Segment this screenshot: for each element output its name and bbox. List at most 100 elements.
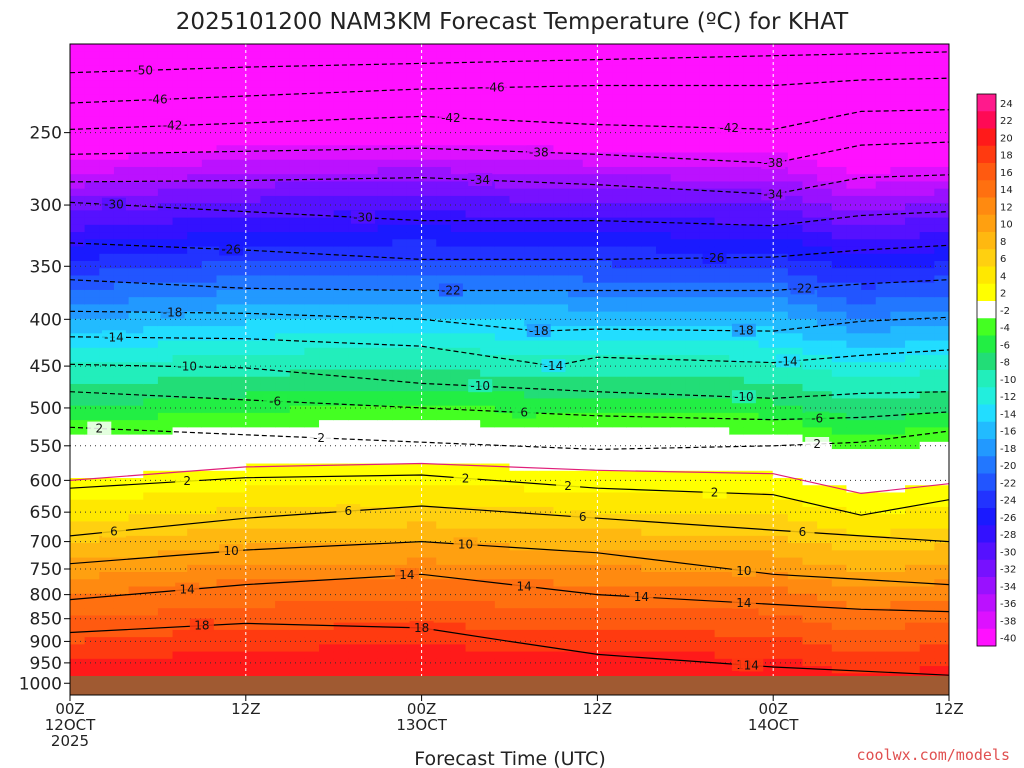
temperature-cell xyxy=(70,586,86,595)
temperature-cell xyxy=(377,101,393,110)
temperature-cell xyxy=(172,130,188,139)
temperature-cell xyxy=(377,557,393,566)
temperature-cell xyxy=(421,318,437,327)
temperature-cell xyxy=(626,456,642,465)
temperature-cell xyxy=(729,101,745,110)
temperature-cell xyxy=(729,550,745,559)
temperature-cell xyxy=(612,44,628,52)
temperature-cell xyxy=(773,246,789,255)
temperature-cell xyxy=(172,608,188,617)
temperature-cell xyxy=(216,340,232,349)
temperature-cell xyxy=(245,355,262,363)
temperature-cell xyxy=(773,347,789,356)
temperature-cell xyxy=(436,564,452,573)
temperature-cell xyxy=(143,116,159,125)
temperature-cell xyxy=(582,217,598,226)
temperature-cell xyxy=(406,666,423,674)
temperature-cell xyxy=(861,492,877,501)
temperature-cell xyxy=(216,72,232,81)
temperature-cell xyxy=(363,304,379,313)
temperature-cell xyxy=(480,326,496,334)
temperature-cell xyxy=(348,239,364,248)
temperature-cell xyxy=(553,391,569,400)
temperature-cell xyxy=(846,268,862,277)
temperature-cell xyxy=(406,499,423,508)
temperature-cell xyxy=(201,644,218,653)
temperature-cell xyxy=(758,297,774,305)
temperature-cell xyxy=(289,441,305,450)
temperature-cell xyxy=(99,289,115,298)
temperature-cell xyxy=(729,297,745,305)
temperature-cell xyxy=(773,268,789,277)
temperature-cell xyxy=(289,80,305,88)
temperature-cell xyxy=(758,51,774,60)
temperature-cell xyxy=(128,326,144,334)
temperature-cell xyxy=(729,456,745,465)
temperature-cell xyxy=(568,398,584,407)
temperature-cell xyxy=(70,145,86,154)
temperature-cell xyxy=(861,557,877,566)
temperature-cell xyxy=(392,514,408,522)
temperature-cell xyxy=(216,58,232,67)
temperature-cell xyxy=(699,506,716,515)
temperature-cell xyxy=(99,658,115,667)
temperature-cell xyxy=(333,261,349,269)
temperature-cell xyxy=(480,492,496,501)
temperature-cell xyxy=(582,94,598,103)
temperature-cell xyxy=(172,434,188,443)
temperature-cell xyxy=(612,101,628,110)
temperature-cell xyxy=(787,80,804,88)
temperature-cell xyxy=(436,557,452,566)
temperature-cell xyxy=(348,44,364,52)
temperature-cell xyxy=(187,109,203,117)
temperature-cell xyxy=(84,347,100,356)
temperature-cell xyxy=(260,608,276,617)
temperature-cell xyxy=(553,253,569,262)
temperature-cell xyxy=(846,528,862,537)
temperature-cell xyxy=(392,347,408,356)
temperature-cell xyxy=(157,72,174,81)
temperature-cell xyxy=(817,622,833,631)
temperature-cell xyxy=(70,311,86,320)
temperature-cell xyxy=(480,557,496,566)
temperature-cell xyxy=(582,499,598,508)
temperature-cell xyxy=(99,282,115,291)
temperature-cell xyxy=(304,644,320,653)
temperature-cell xyxy=(773,65,789,74)
temperature-cell xyxy=(172,485,188,494)
temperature-cell xyxy=(275,130,291,139)
temperature-cell xyxy=(231,289,247,298)
temperature-cell xyxy=(729,347,745,356)
temperature-cell xyxy=(861,203,877,211)
temperature-cell xyxy=(99,72,115,81)
temperature-cell xyxy=(465,506,481,515)
temperature-cell xyxy=(685,644,701,653)
temperature-cell xyxy=(787,340,804,349)
temperature-cell xyxy=(787,347,804,356)
temperature-cell xyxy=(670,58,686,67)
temperature-cell xyxy=(685,261,701,269)
temperature-cell xyxy=(377,593,393,602)
temperature-cell xyxy=(113,391,130,400)
temperature-cell xyxy=(612,239,628,248)
temperature-cell xyxy=(831,383,848,392)
temperature-cell xyxy=(802,456,818,465)
temperature-cell xyxy=(348,275,364,284)
temperature-cell xyxy=(524,166,540,175)
temperature-cell xyxy=(758,44,774,52)
temperature-cell xyxy=(758,232,774,240)
temperature-cell xyxy=(626,644,642,653)
temperature-cell xyxy=(553,138,569,146)
temperature-cell xyxy=(392,441,408,450)
temperature-cell xyxy=(773,514,789,522)
temperature-cell xyxy=(597,203,613,211)
temperature-cell xyxy=(685,362,701,371)
temperature-cell xyxy=(99,210,115,219)
temperature-cell xyxy=(421,586,437,595)
temperature-cell xyxy=(260,629,276,638)
temperature-cell xyxy=(172,166,188,175)
temperature-cell xyxy=(84,434,100,443)
temperature-cell xyxy=(377,427,393,436)
temperature-cell xyxy=(494,333,511,342)
temperature-cell xyxy=(743,543,760,551)
